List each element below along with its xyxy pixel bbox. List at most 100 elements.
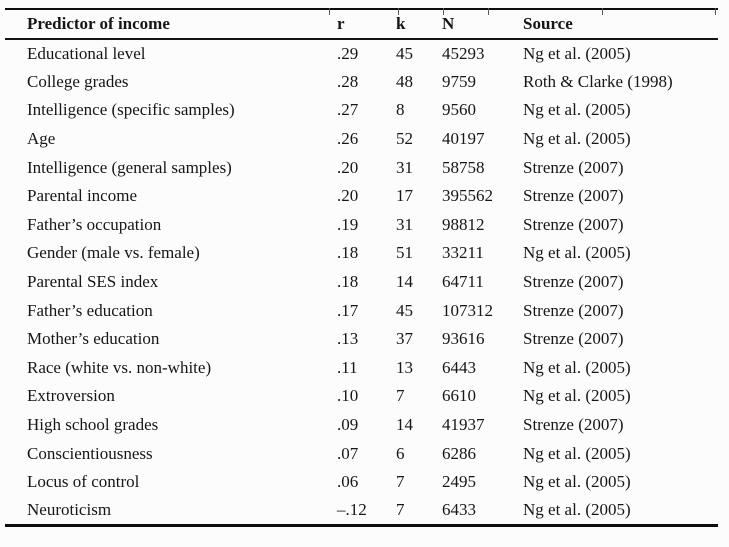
cell-k: 14: [396, 272, 413, 292]
cell-predictor: High school grades: [27, 415, 159, 435]
table-row: Neuroticism –.12 7 6433 Ng et al. (2005): [5, 497, 718, 526]
cell-n: 6443: [442, 357, 476, 377]
cell-predictor: Father’s occupation: [27, 214, 162, 234]
cell-k: 7: [396, 500, 405, 520]
table-row: Father’s education .17 45 107312 Strenze…: [5, 296, 718, 325]
column-header-k: k: [396, 9, 442, 40]
cell-source: Ng et al. (2005): [523, 357, 631, 377]
cell-predictor: Parental income: [27, 186, 137, 206]
cell-n: 395562: [442, 186, 493, 206]
cell-r: .26: [337, 129, 359, 149]
cell-source: Ng et al. (2005): [523, 500, 631, 520]
cell-k: 31: [396, 214, 413, 234]
cell-n: 6610: [442, 386, 476, 406]
table-row: Locus of control .06 7 2495 Ng et al. (2…: [5, 468, 718, 497]
column-divider-tick: [329, 8, 330, 15]
table-row: College grades .28 48 9759 Roth & Clarke…: [5, 68, 718, 97]
cell-n: 64711: [442, 272, 484, 292]
cell-source: Strenze (2007): [523, 272, 624, 292]
column-header-predictor: Predictor of income: [5, 9, 335, 40]
cell-source: Strenze (2007): [523, 300, 624, 320]
cell-n: 45293: [442, 43, 485, 63]
cell-n: 98812: [442, 214, 485, 234]
cell-predictor: Gender (male vs. female): [27, 243, 200, 263]
column-header-source: Source: [523, 9, 718, 40]
cell-r: .20: [337, 186, 359, 206]
cell-n: 33211: [442, 243, 484, 263]
table-header-row: Predictor of income r k N Source: [5, 9, 718, 40]
cell-r: .11: [337, 357, 358, 377]
cell-k: 48: [396, 71, 413, 91]
cell-r: .27: [337, 100, 359, 120]
cell-predictor: Extroversion: [27, 386, 115, 406]
table-row: Extroversion .10 7 6610 Ng et al. (2005): [5, 382, 718, 411]
cell-k: 13: [396, 357, 413, 377]
cell-k: 51: [396, 243, 413, 263]
cell-k: 17: [396, 186, 413, 206]
cell-k: 7: [396, 472, 405, 492]
column-divider-tick: [443, 8, 444, 15]
cell-k: 45: [396, 300, 413, 320]
cell-source: Ng et al. (2005): [523, 443, 631, 463]
cell-predictor: Neuroticism: [27, 500, 112, 520]
table-row: Intelligence (general samples) .20 31 58…: [5, 153, 718, 182]
table-row: Race (white vs. non-white) .11 13 6443 N…: [5, 354, 718, 383]
cell-r: .17: [337, 300, 359, 320]
cell-source: Ng et al. (2005): [523, 243, 631, 263]
cell-source: Strenze (2007): [523, 415, 624, 435]
cell-r: .13: [337, 329, 359, 349]
cell-predictor: Age: [27, 129, 56, 149]
cell-r: .18: [337, 272, 359, 292]
cell-n: 107312: [442, 300, 493, 320]
cell-source: Ng et al. (2005): [523, 129, 631, 149]
table-row: Educational level .29 45 45293 Ng et al.…: [5, 39, 718, 68]
table-row: Parental SES index .18 14 64711 Strenze …: [5, 268, 718, 297]
column-divider-tick: [602, 8, 603, 15]
table-row: Intelligence (specific samples) .27 8 95…: [5, 96, 718, 125]
cell-r: .09: [337, 415, 359, 435]
cell-k: 37: [396, 329, 413, 349]
cell-k: 8: [396, 100, 405, 120]
cell-predictor: Race (white vs. non-white): [27, 357, 212, 377]
column-header-r: r: [335, 9, 396, 40]
cell-r: .19: [337, 214, 359, 234]
cell-predictor: Educational level: [27, 43, 146, 63]
table-row: Conscientiousness .07 6 6286 Ng et al. (…: [5, 439, 718, 468]
cell-predictor: College grades: [27, 71, 129, 91]
column-divider-tick: [488, 8, 489, 15]
cell-k: 7: [396, 386, 405, 406]
cell-r: .06: [337, 472, 359, 492]
cell-source: Ng et al. (2005): [523, 386, 631, 406]
cell-k: 31: [396, 157, 413, 177]
cell-predictor: Intelligence (general samples): [27, 157, 232, 177]
cell-n: 6286: [442, 443, 476, 463]
cell-k: 14: [396, 415, 413, 435]
income-predictors-table: Predictor of income r k N Source Educati…: [5, 8, 718, 527]
cell-r: .07: [337, 443, 359, 463]
cell-n: 2495: [442, 472, 476, 492]
cell-predictor: Locus of control: [27, 472, 140, 492]
cell-source: Ng et al. (2005): [523, 472, 631, 492]
cell-n: 9560: [442, 100, 476, 120]
table-row: Mother’s education .13 37 93616 Strenze …: [5, 325, 718, 354]
cell-source: Strenze (2007): [523, 329, 624, 349]
cell-source: Strenze (2007): [523, 186, 624, 206]
table-row: Gender (male vs. female) .18 51 33211 Ng…: [5, 239, 718, 268]
column-divider-tick: [715, 8, 716, 15]
cell-n: 41937: [442, 415, 485, 435]
cell-n: 93616: [442, 329, 485, 349]
column-header-n: N: [442, 9, 523, 40]
table-row: Father’s occupation .19 31 98812 Strenze…: [5, 211, 718, 240]
cell-source: Strenze (2007): [523, 214, 624, 234]
cell-k: 52: [396, 129, 413, 149]
cell-source: Ng et al. (2005): [523, 43, 631, 63]
cell-n: 9759: [442, 71, 476, 91]
table-row: High school grades .09 14 41937 Strenze …: [5, 411, 718, 440]
cell-n: 40197: [442, 129, 485, 149]
table-row: Age .26 52 40197 Ng et al. (2005): [5, 125, 718, 154]
cell-source: Ng et al. (2005): [523, 100, 631, 120]
table-row: Parental income .20 17 395562 Strenze (2…: [5, 182, 718, 211]
cell-r: .20: [337, 157, 359, 177]
cell-predictor: Father’s education: [27, 300, 153, 320]
cell-r: .10: [337, 386, 359, 406]
